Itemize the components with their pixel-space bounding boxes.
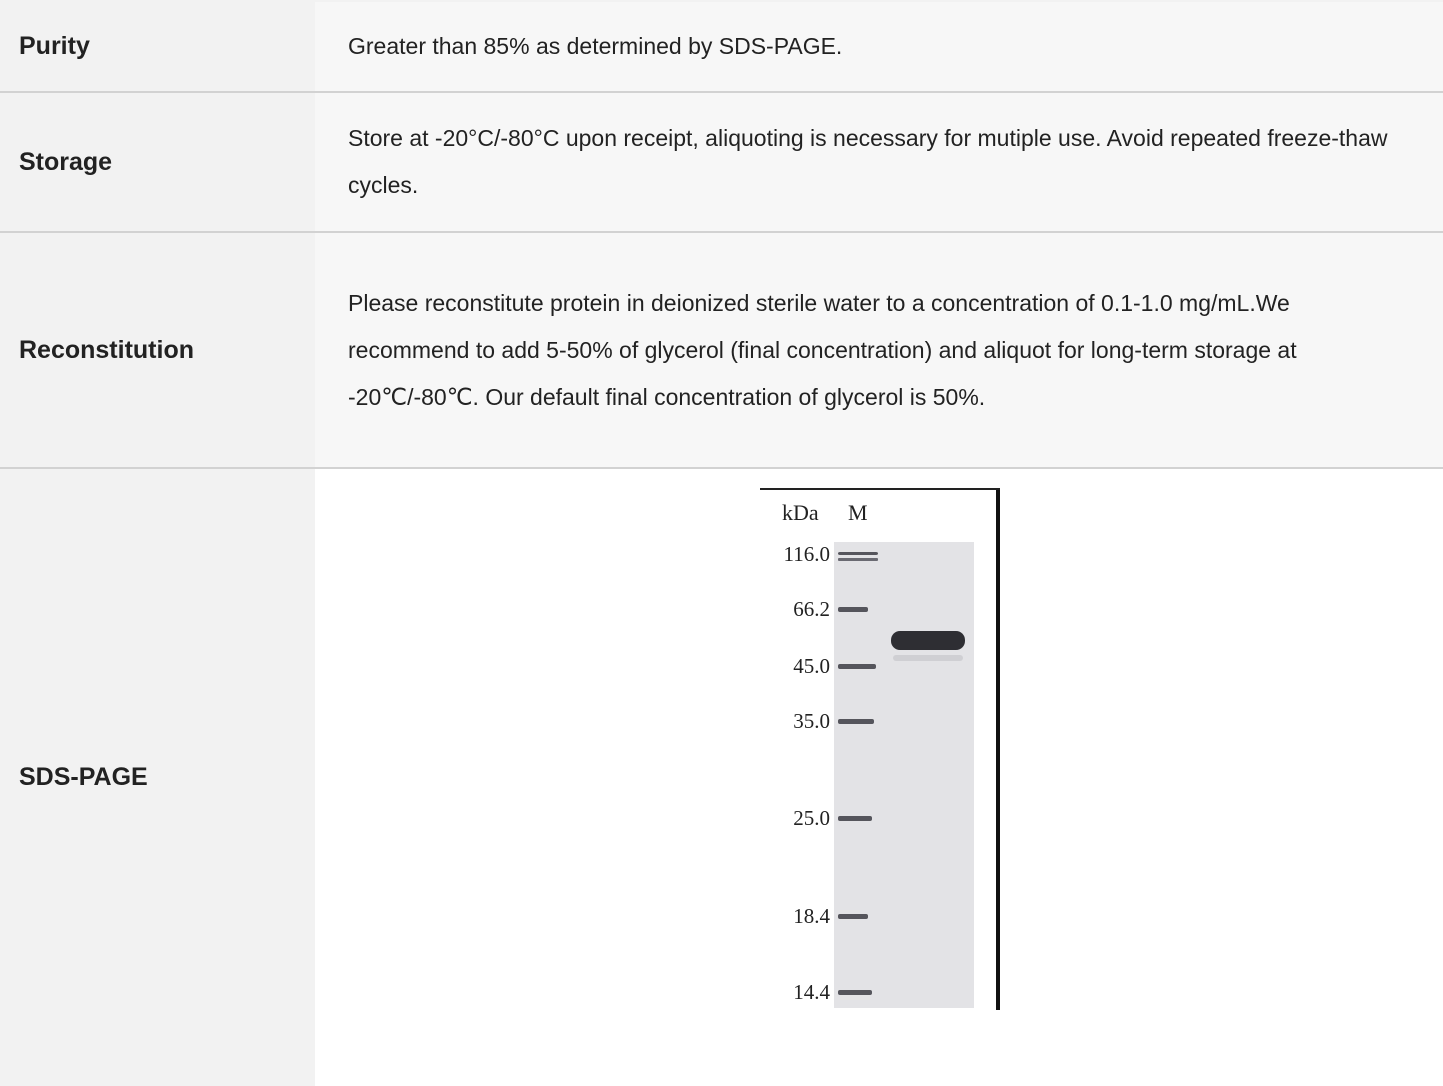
gel-marker-band [838,719,874,724]
gel-marker-label: 66.2 [793,597,830,621]
gel-body [834,542,974,1008]
gel-unit-label: kDa [782,500,819,525]
spec-label-sds-page: SDS-PAGE [0,469,315,1086]
gel-marker-label: 116.0 [784,542,830,566]
sds-page-gel-svg: kDa M 116.0 66.2 45.0 35.0 25.0 18.4 14.4 [760,488,1000,1010]
gel-right-border [996,488,1000,1010]
spec-label-reconstitution: Reconstitution [0,233,315,467]
spec-row-purity: Purity Greater than 85% as determined by… [0,0,1443,93]
gel-marker-ladder: 116.0 66.2 45.0 35.0 25.0 18.4 14.4 [784,542,878,1004]
gel-marker-band [838,607,868,612]
gel-marker-band [838,914,868,919]
spec-label-storage: Storage [0,93,315,231]
gel-marker-band [838,990,872,995]
gel-sample-band [891,631,965,650]
gel-sample-faint-band [893,655,963,661]
sds-page-gel-image: kDa M 116.0 66.2 45.0 35.0 25.0 18.4 14.4 [760,488,1000,1010]
gel-marker-label: 18.4 [793,904,830,928]
spec-label-purity: Purity [0,2,315,91]
gel-marker-label: 14.4 [793,980,830,1004]
gel-marker-band [838,664,876,669]
gel-marker-label: 45.0 [793,654,830,678]
spec-row-storage: Storage Store at -20°C/-80°C upon receip… [0,93,1443,233]
spec-value-reconstitution: Please reconstitute protein in deionized… [348,289,1297,410]
spec-value-sds-page: kDa M 116.0 66.2 45.0 35.0 25.0 18.4 14.4 [315,469,1443,1086]
spec-value-purity: Greater than 85% as determined by SDS-PA… [348,33,843,59]
gel-top-border [760,488,1000,490]
spec-value-storage: Store at -20°C/-80°C upon receipt, aliqu… [348,125,1388,198]
spec-row-reconstitution: Reconstitution Please reconstitute prote… [0,233,1443,469]
gel-marker-band [838,552,878,555]
gel-marker-lane-label: M [848,500,868,525]
gel-marker-band [838,558,878,561]
spec-row-sds-page: SDS-PAGE kDa M 116.0 66.2 45.0 35.0 25.0 18.4… [0,469,1443,1086]
gel-marker-label: 25.0 [793,806,830,830]
gel-marker-label: 35.0 [793,709,830,733]
gel-marker-band [838,816,872,821]
